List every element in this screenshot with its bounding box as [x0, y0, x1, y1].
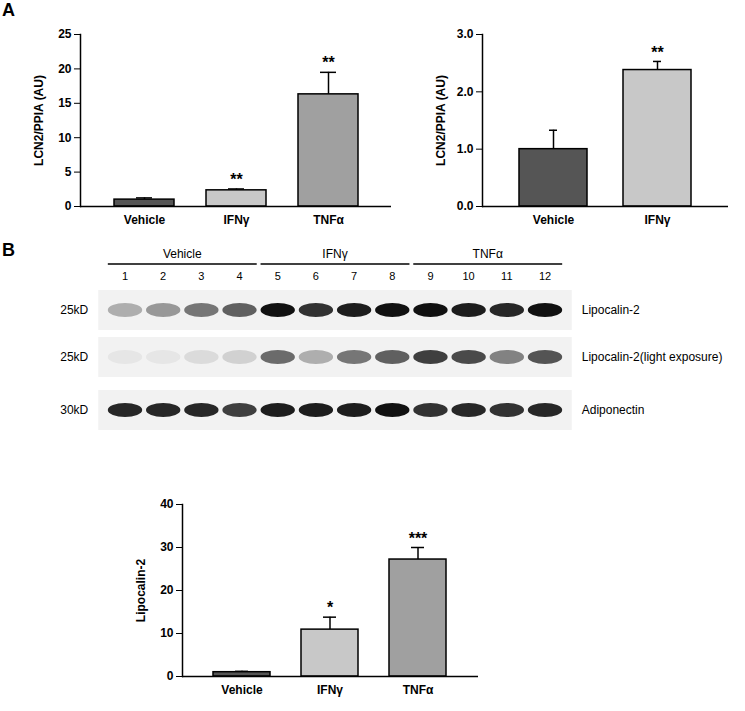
svg-text:10: 10 [463, 270, 475, 282]
svg-text:Vehicle: Vehicle [221, 683, 263, 697]
svg-text:40: 40 [160, 497, 174, 511]
svg-text:Vehicle: Vehicle [124, 213, 166, 227]
svg-text:Vehicle: Vehicle [163, 247, 202, 261]
svg-text:0: 0 [167, 669, 174, 683]
html-text:B: B [2, 240, 15, 260]
svg-text:12: 12 [539, 270, 551, 282]
svg-text:1: 1 [122, 270, 128, 282]
svg-text:**: ** [322, 54, 335, 71]
svg-text:4: 4 [236, 270, 242, 282]
svg-text:IFNγ: IFNγ [322, 247, 347, 261]
svg-text:1.0: 1.0 [457, 142, 474, 156]
svg-text:3.0: 3.0 [457, 27, 474, 41]
svg-text:0: 0 [65, 199, 72, 213]
svg-text:LCN2/PPIA (AU): LCN2/PPIA (AU) [32, 75, 46, 166]
svg-text:5: 5 [65, 165, 72, 179]
svg-text:25kD: 25kD [60, 350, 88, 364]
svg-text:2: 2 [160, 270, 166, 282]
svg-text:8: 8 [389, 270, 395, 282]
svg-text:TNFα: TNFα [313, 213, 344, 227]
html-text:A: A [2, 0, 15, 20]
svg-text:LCN2/PPIA (AU): LCN2/PPIA (AU) [434, 75, 448, 166]
svg-text:20: 20 [160, 583, 174, 597]
svg-text:15: 15 [58, 96, 72, 110]
svg-text:Vehicle: Vehicle [533, 213, 575, 227]
svg-text:*: * [327, 599, 334, 616]
svg-text:9: 9 [427, 270, 433, 282]
svg-text:TNFα: TNFα [473, 247, 503, 261]
svg-text:Adiponectin: Adiponectin [582, 403, 645, 417]
svg-text:2.0: 2.0 [457, 85, 474, 99]
svg-text:5: 5 [275, 270, 281, 282]
svg-text:IFNγ: IFNγ [644, 213, 670, 227]
svg-text:10: 10 [160, 626, 174, 640]
svg-text:30: 30 [160, 540, 174, 554]
svg-text:IFNγ: IFNγ [317, 683, 343, 697]
svg-text:TNFα: TNFα [403, 683, 434, 697]
svg-text:25: 25 [58, 27, 72, 41]
svg-text:25kD: 25kD [60, 303, 88, 317]
svg-text:Lipocalin-2: Lipocalin-2 [582, 303, 640, 317]
svg-text:**: ** [230, 171, 243, 188]
svg-text:***: *** [409, 530, 428, 547]
svg-text:30kD: 30kD [60, 403, 88, 417]
svg-text:Lipocalin-2: Lipocalin-2 [134, 559, 148, 623]
svg-text:7: 7 [351, 270, 357, 282]
svg-text:IFNγ: IFNγ [223, 213, 249, 227]
svg-text:10: 10 [58, 131, 72, 145]
svg-text:6: 6 [313, 270, 319, 282]
svg-text:3: 3 [198, 270, 204, 282]
svg-text:20: 20 [58, 62, 72, 76]
svg-text:11: 11 [501, 270, 512, 282]
svg-text:**: ** [651, 44, 664, 61]
svg-text:Lipocalin-2(light exposure): Lipocalin-2(light exposure) [582, 350, 723, 364]
svg-text:0.0: 0.0 [457, 199, 474, 213]
